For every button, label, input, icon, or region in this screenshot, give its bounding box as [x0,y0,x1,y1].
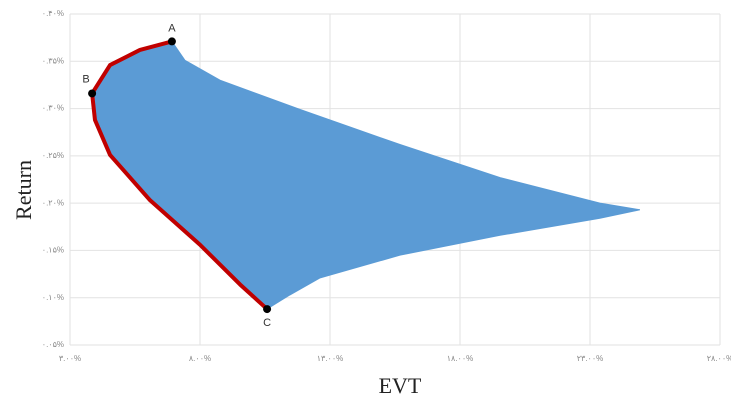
y-tick-label: ۰.۴۰% [42,9,64,18]
y-tick-label: ۰.۳۵% [42,56,64,65]
point [88,89,97,98]
x-tick-label: ۱۸.۰۰% [447,354,474,363]
point-label: B [82,73,89,85]
point-label: A [168,22,176,34]
x-tick-label: ۸.۰۰% [189,354,211,363]
point-label: C [263,317,271,329]
y-axis-title: Return [11,160,36,220]
x-tick-label: ۳.۰۰% [59,354,81,363]
x-tick-label: ۱۳.۰۰% [317,354,344,363]
y-tick-label: ۰.۲۰% [42,198,64,207]
point [263,305,272,314]
x-axis-title: EVT [379,373,422,398]
y-tick-label: ۰.۱۵% [42,246,64,255]
y-tick-label: ۰.۲۵% [42,151,64,160]
y-tick-label: ۰.۳۰% [42,104,64,113]
point [167,37,176,46]
y-tick-label: ۰.۱۰% [42,293,64,302]
y-tick-label: ۰.۰۵% [42,340,64,349]
feasible-region [91,40,641,310]
x-tick-label: ۲۸.۰۰% [707,354,731,363]
x-tick-label: ۲۳.۰۰% [577,354,604,363]
efficient-frontier [90,39,269,311]
